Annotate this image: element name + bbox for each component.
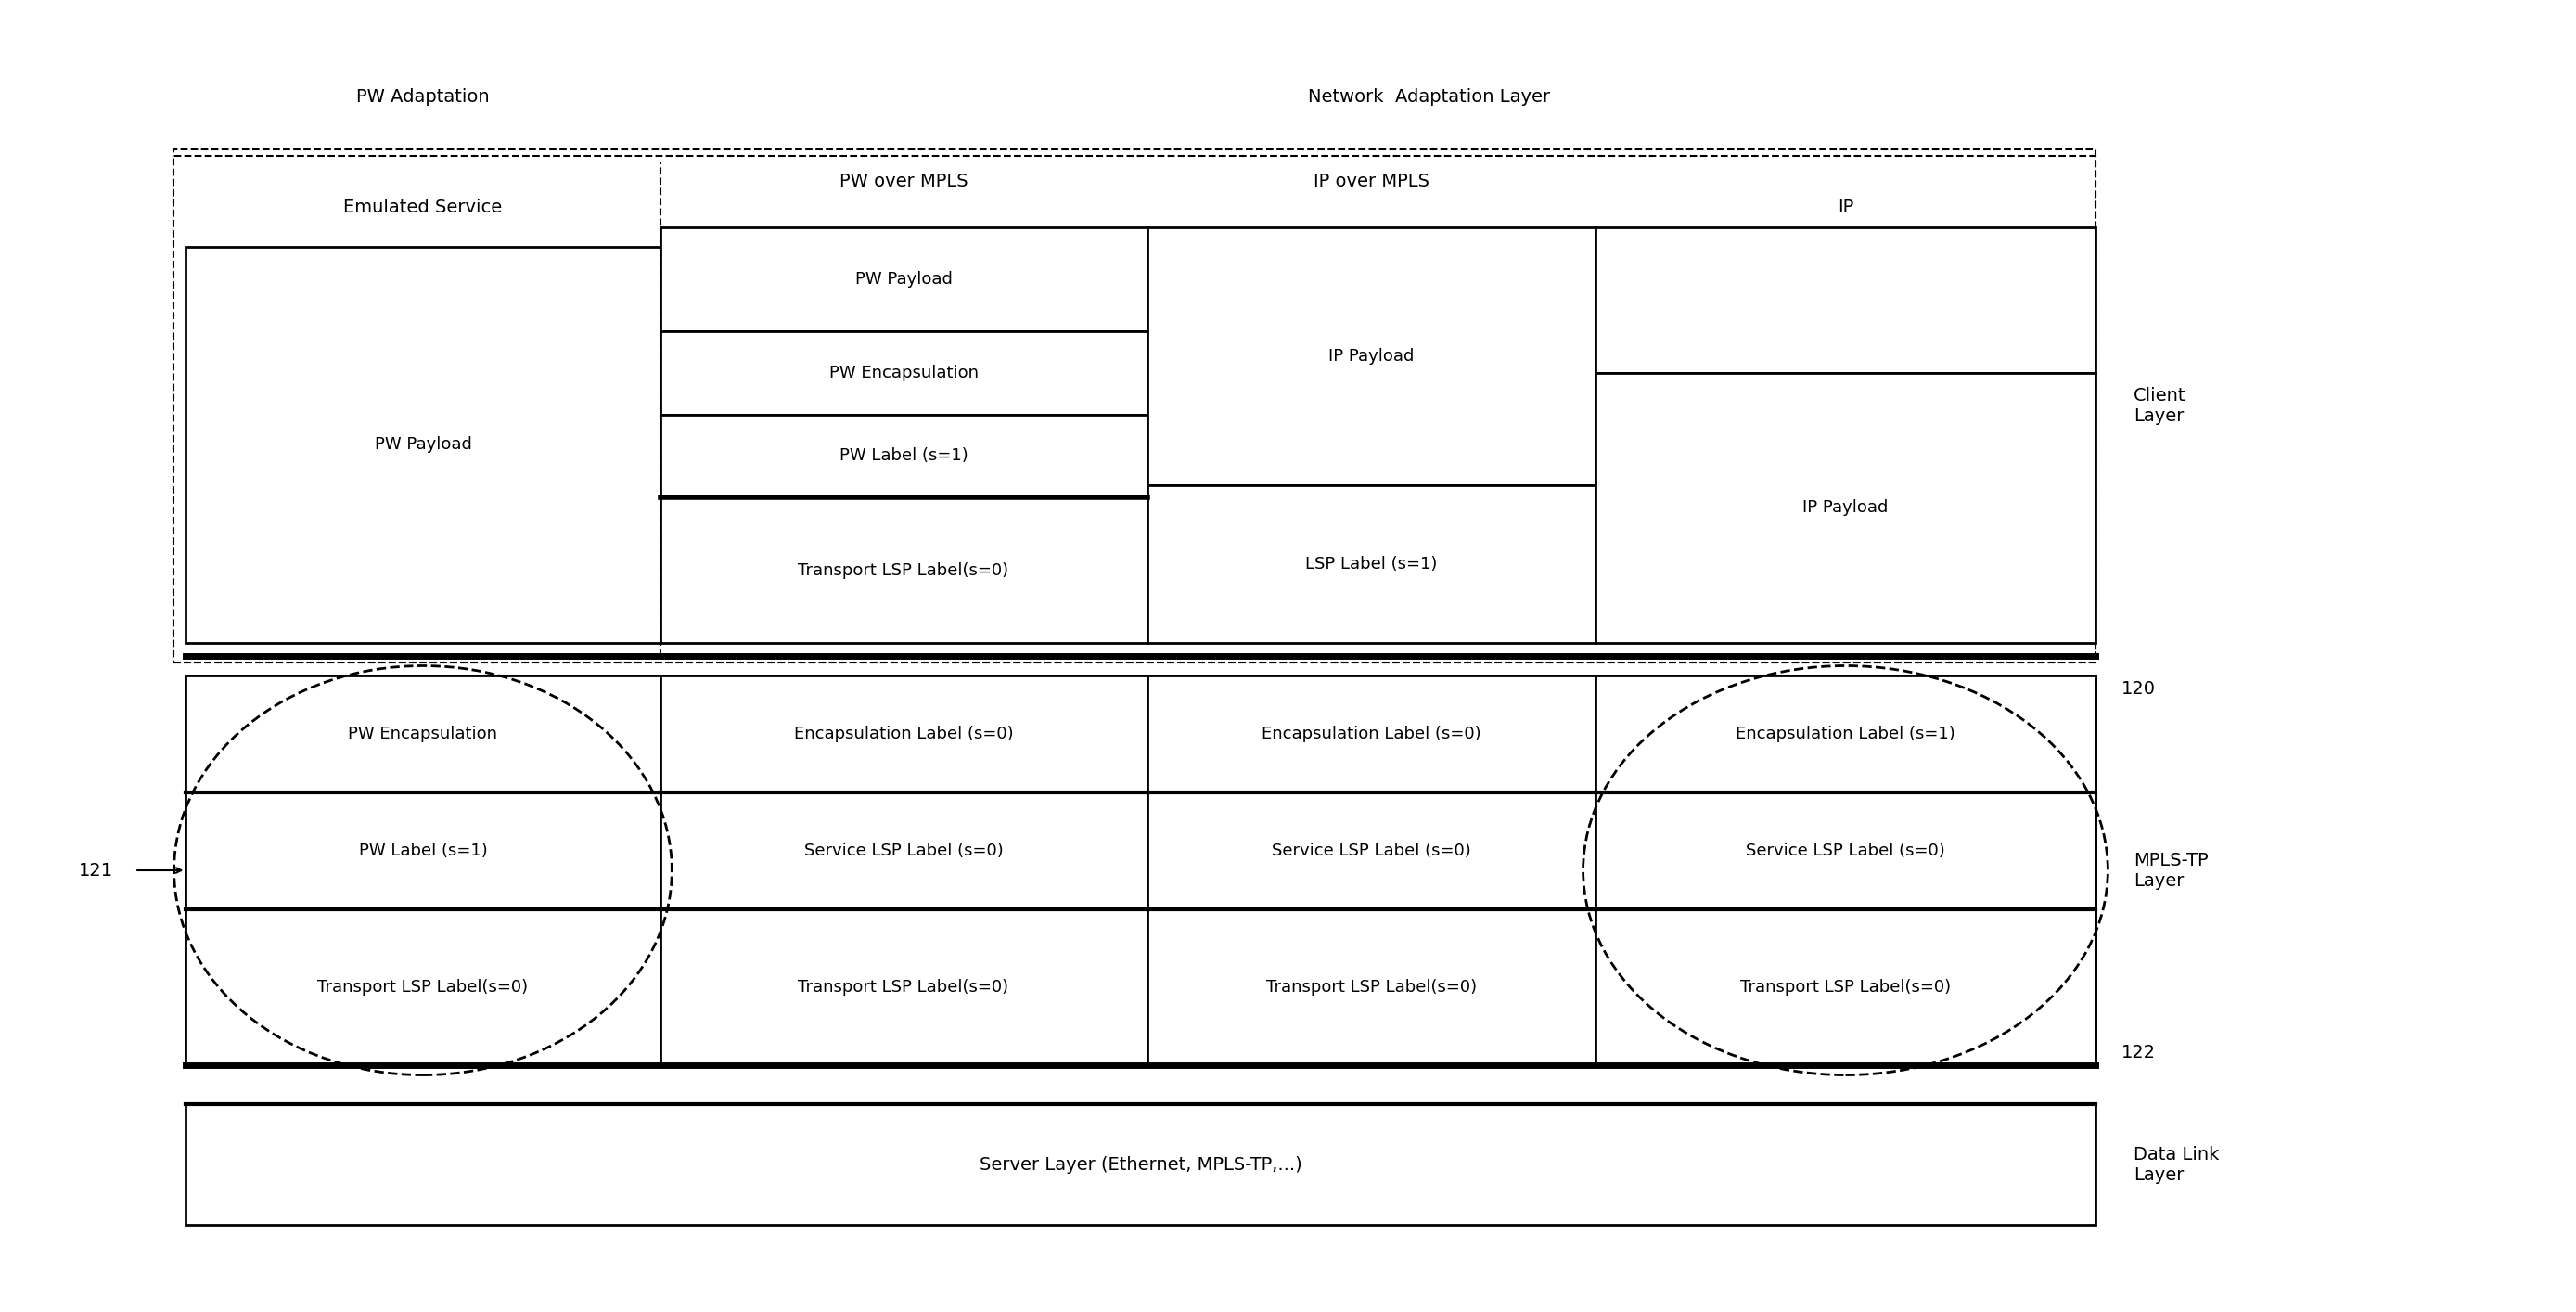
Bar <box>1146 909 1595 1065</box>
Text: LSP Label (s=1): LSP Label (s=1) <box>1306 556 1437 572</box>
Bar <box>659 415 1146 497</box>
Text: PW over MPLS: PW over MPLS <box>840 173 969 190</box>
Bar <box>1595 676 2094 1065</box>
Text: 121: 121 <box>80 862 113 879</box>
Bar <box>659 497 1146 643</box>
Bar <box>659 331 1146 415</box>
Text: Encapsulation Label (s=0): Encapsulation Label (s=0) <box>1262 726 1481 743</box>
Bar <box>185 1105 2094 1225</box>
Text: MPLS-TP
Layer: MPLS-TP Layer <box>2133 851 2208 890</box>
Bar <box>1595 373 2094 643</box>
Text: PW Encapsulation: PW Encapsulation <box>348 726 497 743</box>
Text: PW Payload: PW Payload <box>374 437 471 453</box>
Text: Service LSP Label (s=0): Service LSP Label (s=0) <box>1747 842 1945 859</box>
Text: PW Label (s=1): PW Label (s=1) <box>358 842 487 859</box>
Bar <box>1146 676 1595 1065</box>
Text: Encapsulation Label (s=1): Encapsulation Label (s=1) <box>1736 726 1955 743</box>
Bar <box>659 676 1146 1065</box>
Bar <box>185 676 659 792</box>
Bar <box>1146 676 1595 792</box>
Text: 122: 122 <box>2120 1043 2156 1061</box>
Bar <box>659 676 1146 792</box>
Bar <box>659 909 1146 1065</box>
Bar <box>659 227 1146 331</box>
Text: PW Payload: PW Payload <box>855 270 953 287</box>
Text: Service LSP Label (s=0): Service LSP Label (s=0) <box>804 842 1002 859</box>
Bar <box>659 792 1146 909</box>
Bar <box>185 792 659 909</box>
Text: PW Encapsulation: PW Encapsulation <box>829 365 979 382</box>
Text: Emulated Service: Emulated Service <box>343 199 502 216</box>
Bar <box>173 156 2094 663</box>
Bar <box>1595 792 2094 909</box>
Text: Encapsulation Label (s=0): Encapsulation Label (s=0) <box>793 726 1012 743</box>
Bar <box>1595 909 2094 1065</box>
Text: IP Payload: IP Payload <box>1329 348 1414 365</box>
Text: Transport LSP Label(s=0): Transport LSP Label(s=0) <box>799 562 1010 579</box>
Text: Transport LSP Label(s=0): Transport LSP Label(s=0) <box>1265 979 1476 996</box>
Text: Client
Layer: Client Layer <box>2133 387 2187 425</box>
Bar <box>185 247 659 643</box>
Text: PW Adaptation: PW Adaptation <box>355 89 489 106</box>
Text: 120: 120 <box>2120 680 2156 697</box>
Bar <box>185 909 659 1065</box>
Text: Server Layer (Ethernet, MPLS-TP,...): Server Layer (Ethernet, MPLS-TP,...) <box>979 1156 1301 1173</box>
Bar <box>1595 227 2094 373</box>
Text: Data Link
Layer: Data Link Layer <box>2133 1145 2221 1183</box>
Bar <box>1146 485 1595 643</box>
Text: Transport LSP Label(s=0): Transport LSP Label(s=0) <box>1741 979 1950 996</box>
Bar <box>173 150 2094 663</box>
Text: Network  Adaptation Layer: Network Adaptation Layer <box>1309 89 1551 106</box>
Text: IP Payload: IP Payload <box>1803 500 1888 516</box>
Text: Transport LSP Label(s=0): Transport LSP Label(s=0) <box>799 979 1010 996</box>
Bar <box>1146 227 1595 485</box>
Text: IP: IP <box>1837 199 1855 216</box>
Bar <box>185 676 659 1065</box>
Bar <box>1595 676 2094 792</box>
Text: IP over MPLS: IP over MPLS <box>1314 173 1430 190</box>
Text: Transport LSP Label(s=0): Transport LSP Label(s=0) <box>317 979 528 996</box>
Text: PW Label (s=1): PW Label (s=1) <box>840 447 969 464</box>
Bar <box>1146 792 1595 909</box>
Text: Service LSP Label (s=0): Service LSP Label (s=0) <box>1273 842 1471 859</box>
